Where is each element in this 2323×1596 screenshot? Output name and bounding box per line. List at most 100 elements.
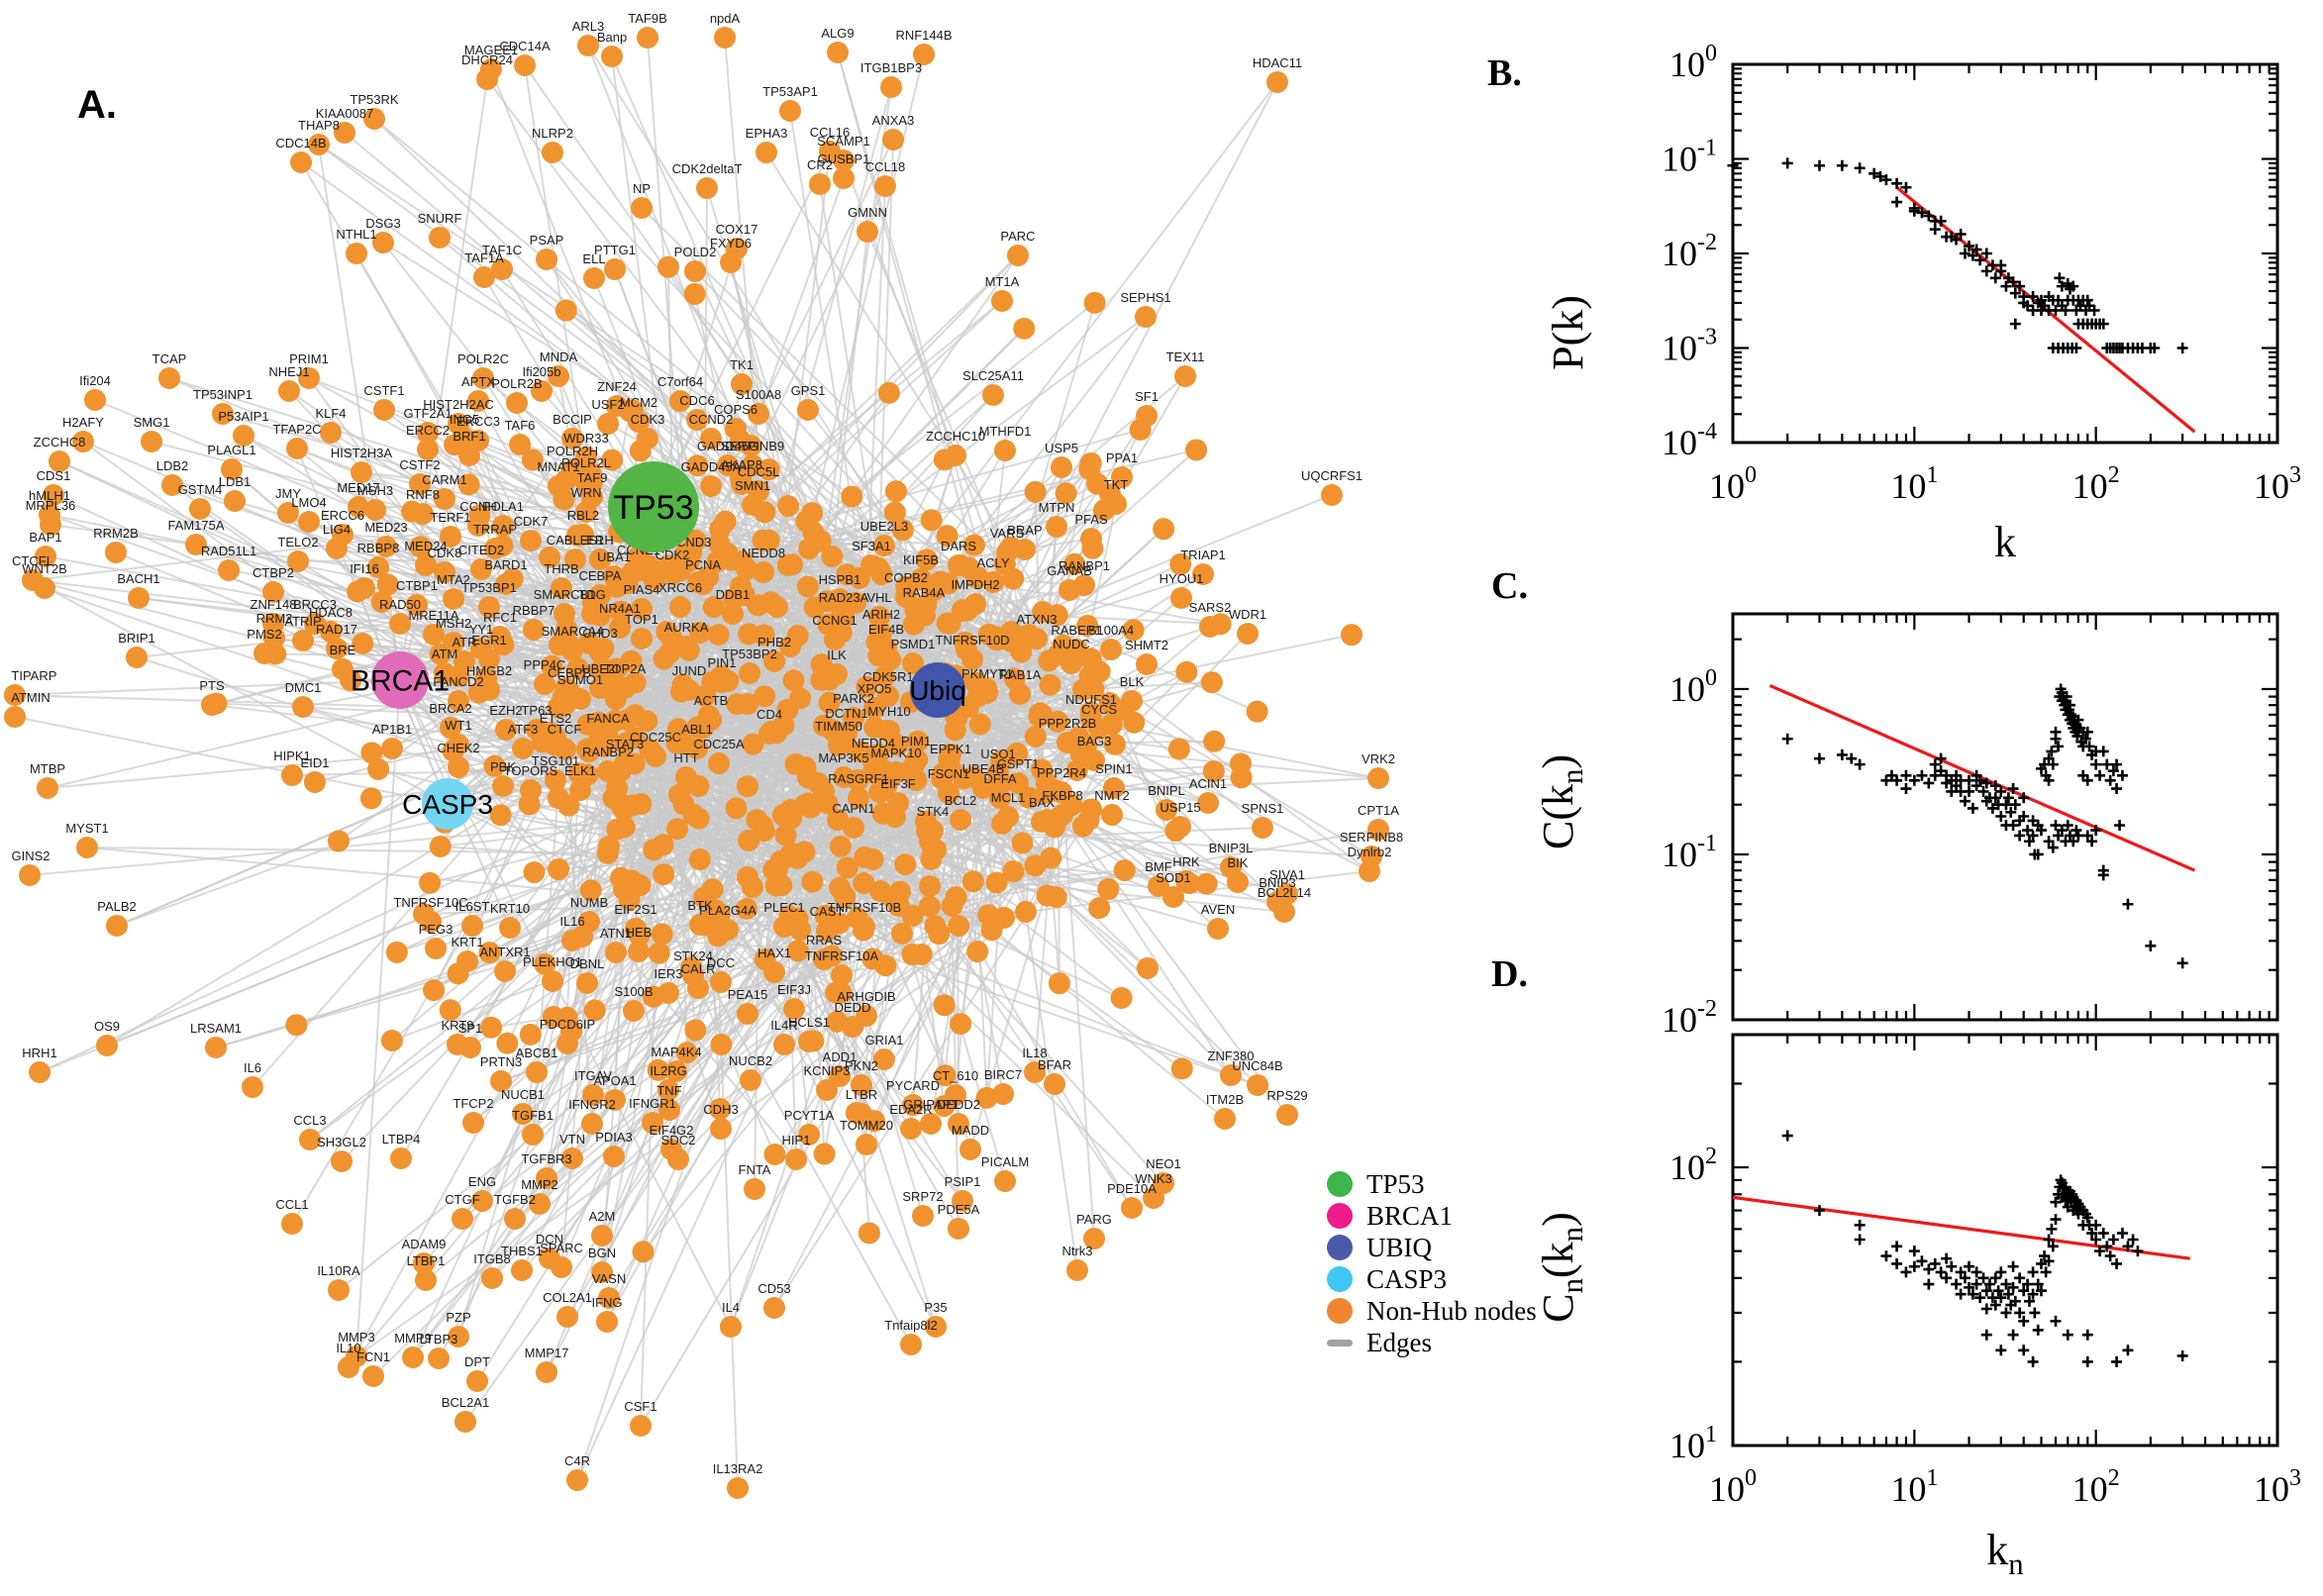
network-node-label: DCTN1 — [825, 706, 867, 721]
network-node — [413, 1252, 435, 1274]
axis-tick-label: 101 — [1669, 1422, 1717, 1465]
network-node-label: BRIP1 — [118, 631, 155, 646]
network-node — [601, 46, 623, 67]
network-node — [490, 1070, 512, 1092]
legend-swatch-casp3 — [1327, 1266, 1353, 1292]
network-node — [1136, 653, 1158, 675]
network-node-label: S100B — [614, 984, 653, 999]
network-node-label: SPNS1 — [1242, 801, 1284, 816]
network-node — [491, 258, 513, 280]
network-node-label: PPA1 — [1106, 450, 1138, 465]
network-node-label: LMO4 — [291, 495, 326, 510]
network-node — [1207, 918, 1229, 940]
network-node-label: MTHFD1 — [979, 424, 1032, 439]
network-node — [158, 367, 180, 389]
network-node-label: GRIA1 — [864, 1033, 903, 1047]
network-node — [577, 35, 599, 56]
network-node-label: POLR2B — [491, 376, 542, 391]
panel-d-label: D. — [1491, 953, 1528, 995]
network-node-label: KRT9 — [442, 1018, 474, 1033]
axis-tick-label: 101 — [1890, 462, 1938, 506]
network-node — [473, 266, 495, 288]
network-node — [362, 1365, 384, 1387]
network-node — [991, 290, 1013, 312]
network-node-label: SUMO1 — [557, 672, 603, 687]
network-node-label: CDC25A — [693, 737, 745, 751]
network-node-label: S100A8 — [736, 387, 781, 402]
network-node-label: ARIH2 — [862, 607, 900, 622]
network-node-label: FCN1 — [356, 1349, 390, 1364]
network-node — [657, 982, 679, 1004]
network-node-label: NUMB — [570, 895, 608, 910]
network-node-label: JUND — [672, 663, 707, 678]
network-node — [1121, 690, 1143, 712]
legend-swatch-nonhub — [1327, 1298, 1353, 1324]
network-node — [689, 914, 711, 936]
network-node-label: NEO1 — [1146, 1156, 1180, 1171]
svg-text:P(k): P(k) — [1544, 295, 1592, 370]
hub-label-brca1: BRCA1 — [351, 665, 450, 698]
network-node — [596, 1311, 618, 1333]
network-node — [448, 1326, 469, 1347]
network-node — [833, 606, 855, 628]
network-node-label: Ntrk3 — [1061, 1244, 1092, 1258]
network-node — [913, 44, 935, 65]
network-node — [443, 588, 464, 610]
network-node — [504, 1208, 526, 1230]
network-node — [542, 142, 563, 163]
network-node — [481, 1267, 503, 1289]
network-node — [1169, 816, 1191, 838]
network-node-label: ERCC2 — [406, 423, 450, 438]
network-node-label: GINS2 — [11, 848, 50, 863]
network-node — [880, 76, 902, 98]
network-node — [492, 515, 514, 537]
network-node — [551, 577, 572, 599]
network-node — [591, 1225, 613, 1247]
network-node — [320, 621, 342, 643]
network-node — [512, 1103, 534, 1125]
axis-tick-label: 10-2 — [1662, 996, 1717, 1040]
network-node-label: MRE11A — [408, 608, 458, 623]
network-node — [511, 1259, 533, 1281]
network-node — [798, 1031, 820, 1052]
network-node-label: PEA15 — [728, 987, 767, 1002]
network-node — [661, 563, 683, 585]
network-node-label: CCL16 — [810, 125, 850, 140]
network-node-label: UBE2I — [581, 661, 619, 676]
network-node — [992, 1083, 1014, 1105]
network-node — [582, 1084, 604, 1106]
network-node-label: OS9 — [94, 1019, 120, 1034]
network-node-label: ARHGDIB — [837, 989, 895, 1004]
network-node — [348, 496, 369, 518]
network-node — [637, 428, 658, 449]
network-node — [536, 1361, 557, 1383]
axis-tick-label: 10-2 — [1662, 230, 1717, 273]
network-node — [829, 588, 851, 610]
network-node-label: PARK2 — [833, 691, 874, 706]
network-node — [843, 707, 864, 729]
network-node — [221, 458, 243, 480]
network-node — [476, 68, 498, 90]
network-node-label: COX17 — [716, 222, 758, 237]
network-node-label: MSH3 — [357, 483, 393, 498]
network-node-label: ATF3 — [508, 722, 539, 737]
network-node-label: ATR — [452, 635, 476, 649]
network-node — [1170, 587, 1192, 609]
network-node-label: AKAP8 — [721, 457, 762, 472]
network-node-label: IFNGR1 — [629, 1096, 676, 1111]
network-node-label: CTCFL — [12, 553, 53, 568]
network-node-label: PTTG1 — [594, 243, 636, 257]
network-node — [710, 971, 732, 993]
network-node — [669, 390, 691, 412]
network-node-label: HIST2H2AC — [423, 397, 494, 412]
network-node-label: PSIP1 — [945, 1174, 981, 1189]
network-node-label: STK4 — [917, 804, 950, 819]
network-node — [1051, 456, 1072, 478]
network-node — [440, 717, 461, 739]
network-node-label: RBBP8 — [357, 541, 400, 555]
network-node — [292, 630, 314, 651]
network-node — [1192, 563, 1214, 585]
network-node — [1220, 1064, 1242, 1086]
network-node — [456, 950, 478, 972]
network-node — [1057, 732, 1078, 753]
